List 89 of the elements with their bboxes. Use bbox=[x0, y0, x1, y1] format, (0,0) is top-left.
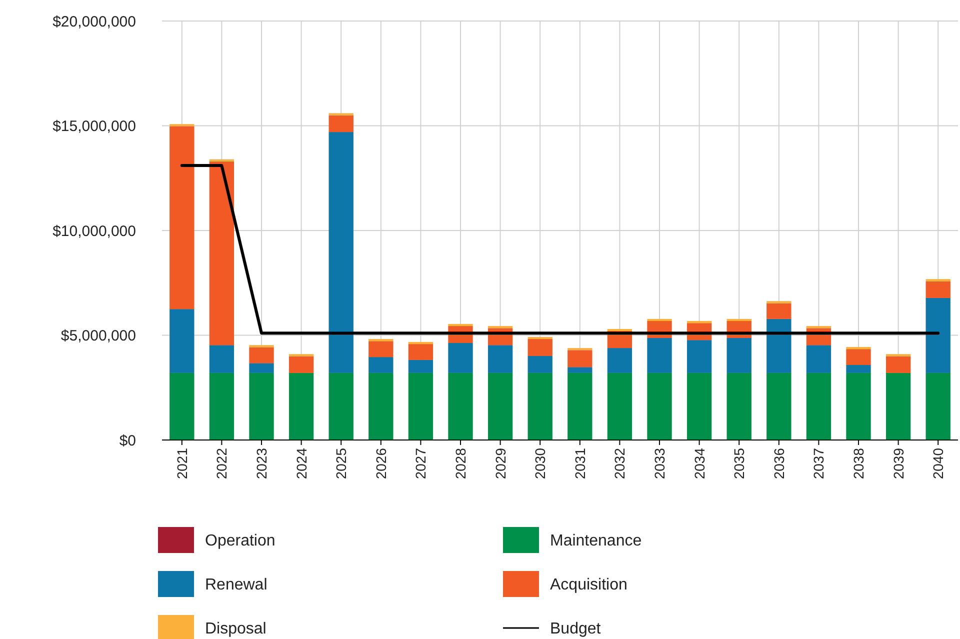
bar bbox=[806, 345, 832, 373]
bar bbox=[647, 318, 672, 322]
x-tick-label: 2029 bbox=[492, 448, 508, 480]
legend-label: Budget bbox=[550, 620, 602, 638]
bar bbox=[846, 349, 871, 365]
legend-label: Disposal bbox=[205, 620, 266, 638]
bar bbox=[846, 372, 871, 440]
x-tick-label: 2026 bbox=[372, 448, 389, 480]
y-tick-label: $20,000,000 bbox=[52, 13, 136, 30]
bar bbox=[607, 372, 632, 440]
bar bbox=[368, 357, 394, 373]
bar bbox=[488, 372, 513, 440]
legend-label: Renewal bbox=[205, 576, 268, 594]
bar bbox=[209, 345, 234, 373]
bar bbox=[886, 356, 911, 373]
bar bbox=[726, 372, 752, 440]
bar bbox=[766, 318, 792, 373]
bar bbox=[328, 372, 354, 440]
bar bbox=[846, 346, 871, 350]
bar bbox=[368, 372, 394, 440]
bar bbox=[528, 336, 552, 340]
bar bbox=[846, 365, 871, 373]
bar bbox=[408, 344, 434, 360]
bar bbox=[448, 372, 473, 440]
bar bbox=[686, 340, 712, 373]
x-tick-label: 2035 bbox=[731, 448, 748, 480]
bar bbox=[926, 298, 950, 373]
bar bbox=[328, 132, 354, 373]
x-tick-label: 2038 bbox=[850, 448, 866, 480]
bar bbox=[568, 367, 592, 373]
bar bbox=[408, 372, 434, 440]
x-tick-label: 2036 bbox=[770, 448, 787, 480]
bar bbox=[249, 363, 274, 373]
bar bbox=[528, 356, 552, 373]
x-tick-label: 2034 bbox=[691, 448, 708, 480]
legend-label: Acquisition bbox=[550, 576, 628, 594]
bar bbox=[766, 303, 792, 319]
x-tick-label: 2025 bbox=[333, 448, 350, 480]
bar bbox=[568, 350, 592, 368]
bar bbox=[249, 372, 274, 440]
bar bbox=[607, 328, 632, 332]
x-tick-label: 2027 bbox=[412, 448, 429, 480]
bar bbox=[926, 372, 950, 440]
bar bbox=[288, 372, 314, 440]
bar bbox=[568, 372, 592, 440]
x-tick-label: 2028 bbox=[452, 448, 468, 480]
bar bbox=[726, 318, 752, 322]
bar bbox=[647, 338, 672, 373]
bar bbox=[408, 360, 434, 373]
x-tick-label: 2021 bbox=[174, 448, 190, 480]
bar bbox=[488, 345, 513, 373]
x-tick-label: 2033 bbox=[652, 448, 668, 480]
bar bbox=[209, 161, 234, 346]
bar bbox=[607, 348, 632, 373]
bar bbox=[528, 339, 552, 356]
x-tick-label: 2031 bbox=[572, 448, 588, 480]
bar bbox=[448, 343, 473, 373]
bar bbox=[249, 347, 274, 364]
bar bbox=[806, 372, 832, 440]
bar bbox=[726, 338, 752, 373]
bar bbox=[170, 126, 194, 310]
y-tick-label: $0 bbox=[119, 432, 136, 450]
bar bbox=[926, 281, 950, 298]
bar bbox=[448, 324, 473, 326]
x-tick-label: 2037 bbox=[810, 448, 827, 480]
bar bbox=[170, 309, 194, 373]
bar bbox=[528, 372, 552, 440]
bar bbox=[368, 341, 394, 358]
x-tick-label: 2024 bbox=[293, 448, 310, 480]
legend-label: Operation bbox=[205, 532, 276, 550]
x-tick-label: 2030 bbox=[532, 448, 548, 480]
y-tick-label: $15,000,000 bbox=[52, 118, 136, 135]
bar bbox=[170, 372, 194, 440]
y-tick-label: $5,000,000 bbox=[60, 328, 136, 344]
bar bbox=[408, 342, 434, 344]
bar bbox=[647, 372, 672, 440]
bar bbox=[766, 372, 792, 440]
bar bbox=[328, 115, 354, 132]
bar bbox=[288, 356, 314, 373]
bar bbox=[209, 372, 234, 440]
x-tick-label: 2022 bbox=[214, 448, 230, 480]
bar bbox=[686, 372, 712, 440]
x-tick-label: 2040 bbox=[930, 448, 946, 480]
legend-label: Maintenance bbox=[550, 532, 642, 550]
bar bbox=[886, 372, 911, 440]
x-tick-label: 2023 bbox=[254, 448, 270, 480]
x-tick-label: 2039 bbox=[890, 448, 906, 480]
x-tick-label: 2032 bbox=[612, 448, 628, 480]
y-tick-label: $10,000,000 bbox=[52, 222, 136, 240]
